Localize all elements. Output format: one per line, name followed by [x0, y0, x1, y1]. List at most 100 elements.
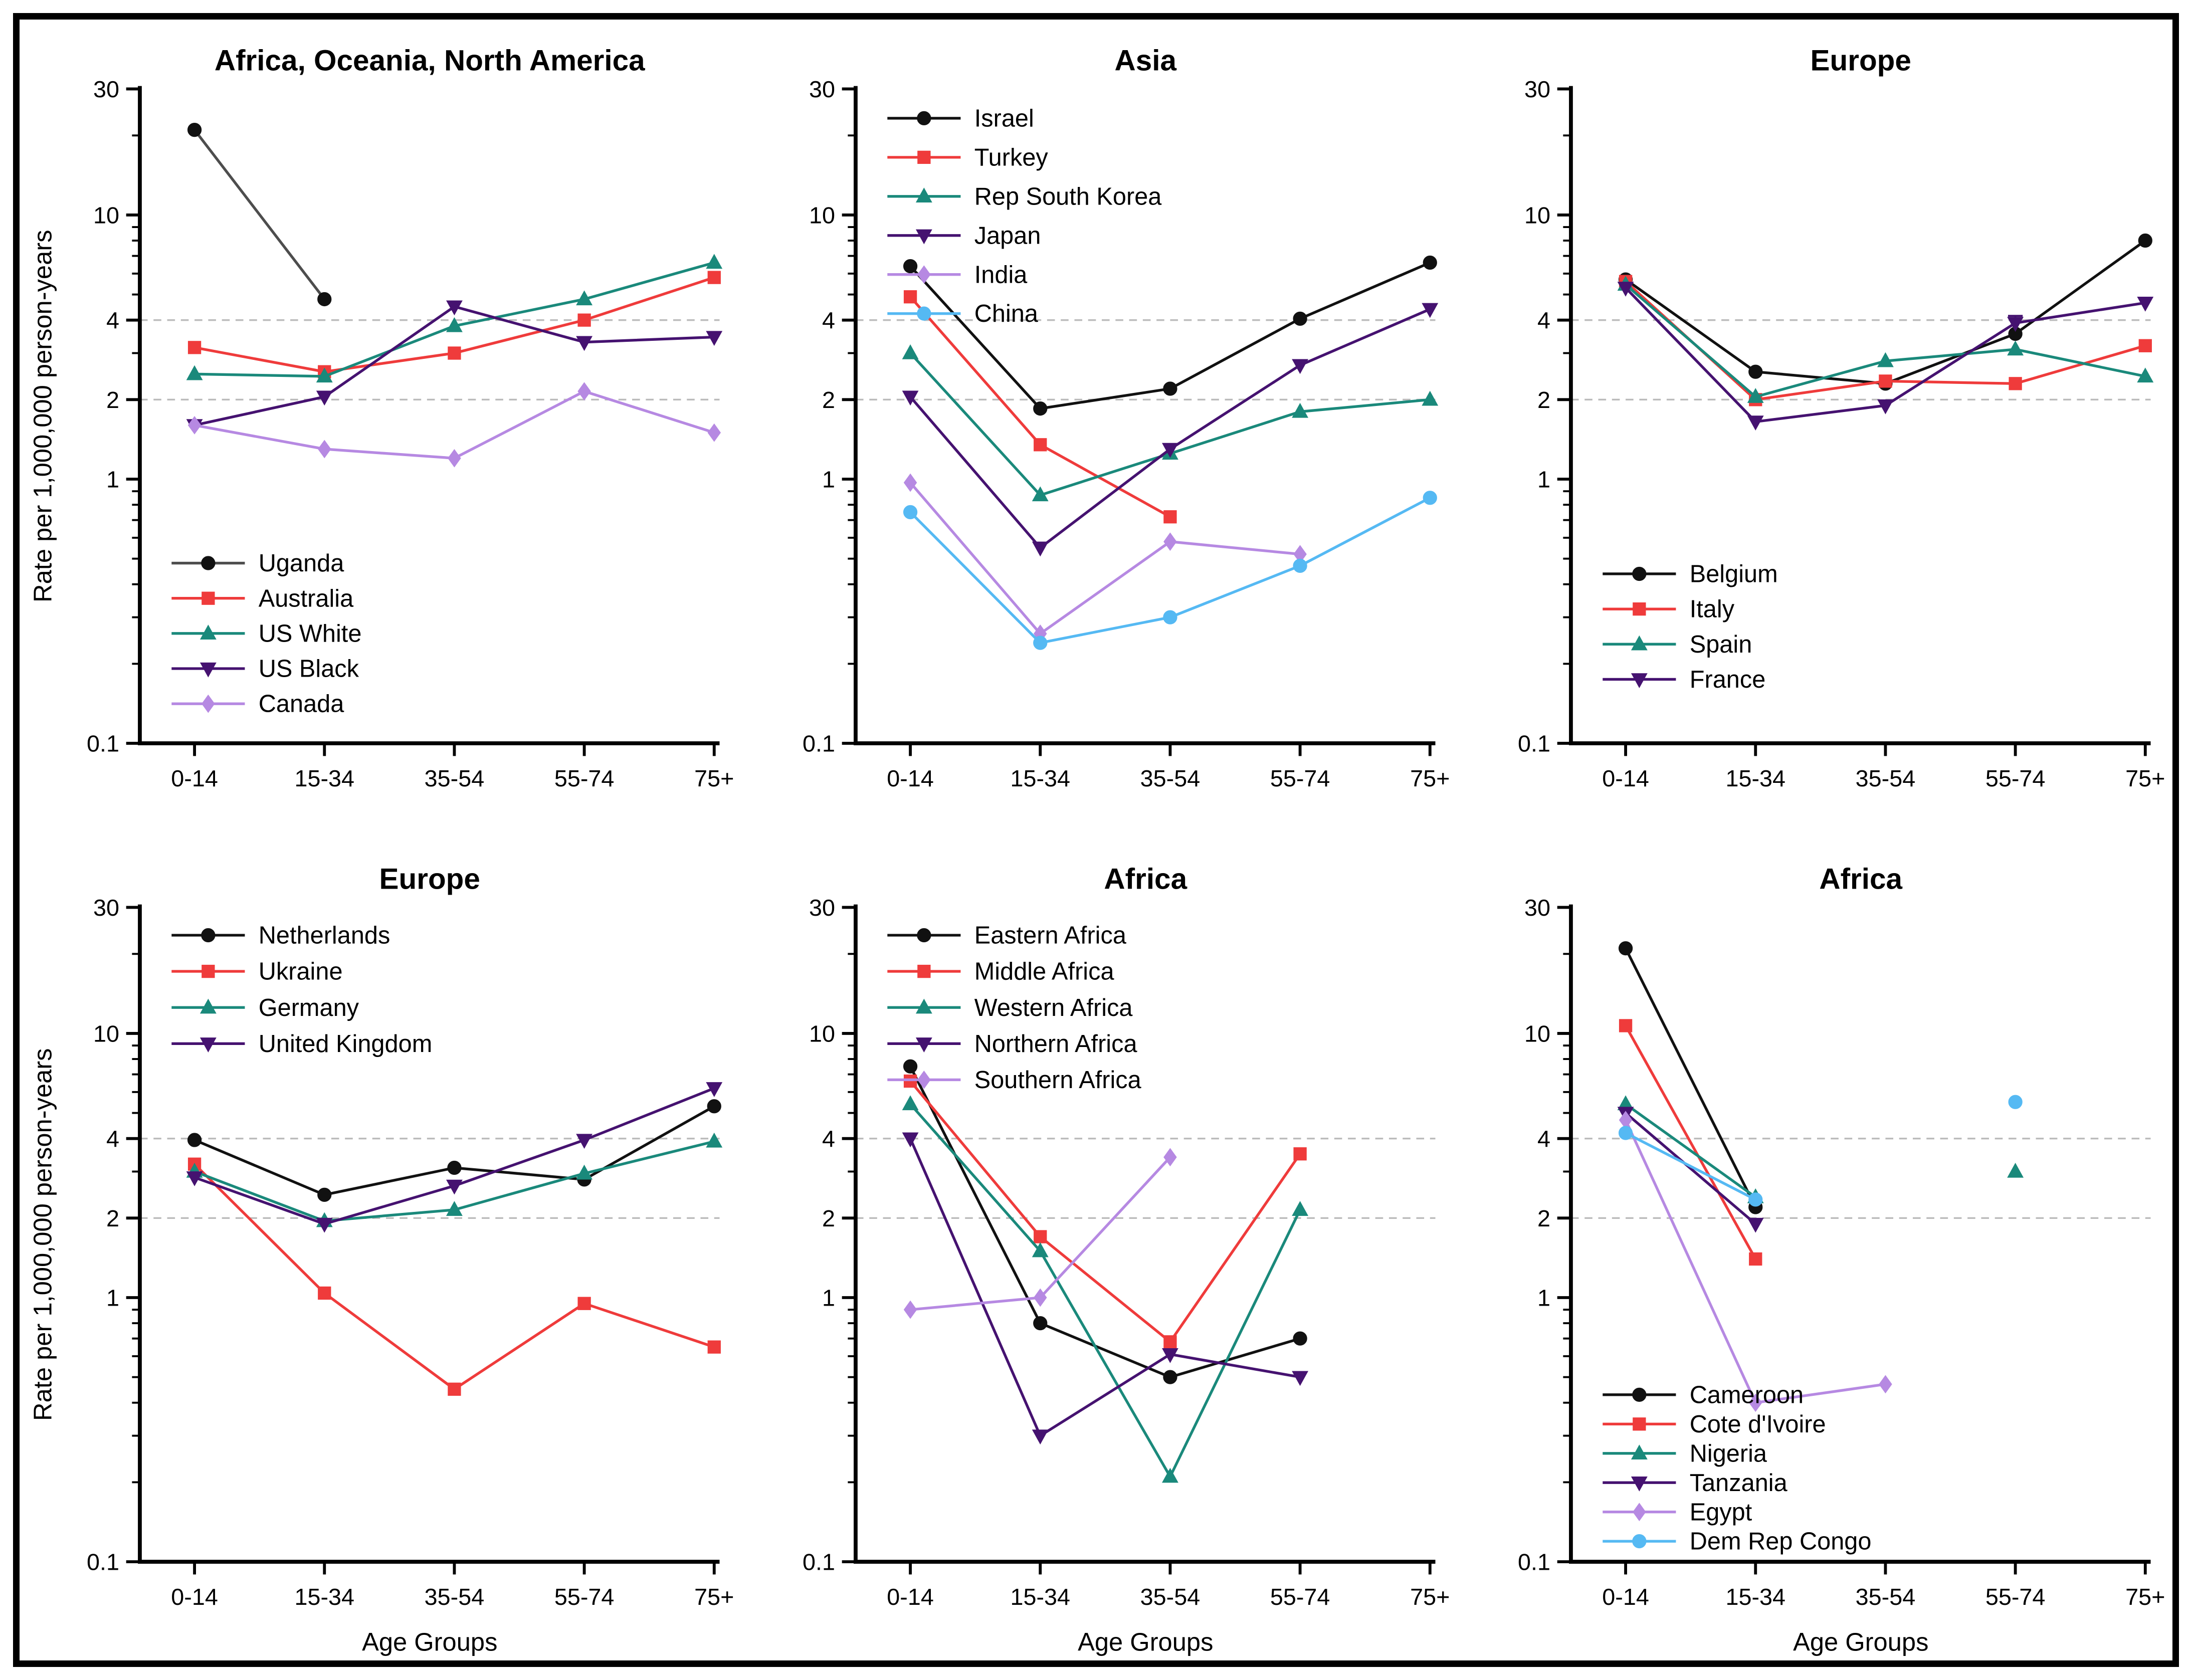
- circle-marker: [447, 1160, 462, 1175]
- triangle-down-marker: [2007, 317, 2024, 332]
- diamond-marker: [1749, 1393, 1762, 1412]
- series-dem-rep-congo: [1619, 1095, 2023, 1207]
- legend-item-northern-africa: Northern Africa: [887, 1030, 1137, 1058]
- x-tick-label: 0-14: [887, 765, 934, 791]
- legend-label: Spain: [1690, 631, 1752, 658]
- legend-item-united-kingdom: United Kingdom: [171, 1030, 432, 1058]
- legend-item-netherlands: Netherlands: [171, 922, 390, 949]
- panel-europe-1: 0.1 1 2 4 10 30 0-14 15-34 35-54 55-74 75+ Europe Be…: [1454, 22, 2169, 840]
- panel-europe-2: 0.1 1 2 4 10 30 0-14 15-34 35-54 55-74 75+ Europe Ra…: [23, 840, 738, 1658]
- x-axis-label: Age Groups: [1793, 1627, 1928, 1656]
- triangle-down-marker: [1422, 303, 1438, 318]
- triangle-down-marker: [1631, 1477, 1648, 1492]
- y-tick-label: 4: [822, 307, 835, 333]
- legend-item-dem-rep-congo: Dem Rep Congo: [1603, 1528, 1872, 1555]
- legend-item-ukraine: Ukraine: [171, 958, 343, 985]
- y-tick-label: 4: [822, 1126, 835, 1152]
- legend-label: Middle Africa: [974, 958, 1114, 985]
- series-australia: [187, 271, 721, 378]
- triangle-down-marker: [446, 300, 463, 316]
- legend-item-tanzania: Tanzania: [1603, 1469, 1788, 1497]
- y-tick-label: 0.1: [1518, 1549, 1550, 1575]
- triangle-up-marker: [1291, 1201, 1308, 1216]
- legend-item-italy: Italy: [1603, 596, 1735, 623]
- series-line: [1625, 1112, 1757, 1225]
- panel-title: Europe: [379, 863, 480, 895]
- x-tick-label: 55-74: [1270, 1584, 1330, 1610]
- square-marker: [2138, 339, 2152, 352]
- y-tick-label: 2: [1537, 387, 1550, 413]
- panel-grid: 0.1 1 2 4 10 30 0-14 15-34 35-54 55-74 75+ Africa, …: [23, 22, 2169, 1658]
- legend-label: Southern Africa: [974, 1067, 1141, 1094]
- triangle-up-marker: [576, 1164, 593, 1180]
- x-tick-label: 75+: [1410, 765, 1450, 791]
- series-france: [1618, 282, 2154, 431]
- x-tick-label: 0-14: [887, 1584, 934, 1610]
- y-tick-label: 10: [93, 202, 119, 229]
- triangle-down-marker: [446, 1179, 463, 1195]
- series-line: [909, 1103, 1301, 1478]
- legend-label: Northern Africa: [974, 1030, 1137, 1058]
- circle-marker: [903, 1059, 917, 1074]
- triangle-down-marker: [706, 331, 723, 346]
- triangle-down-marker: [2137, 297, 2154, 312]
- y-tick-label: 2: [822, 387, 835, 413]
- y-tick-label: 0.1: [87, 731, 119, 757]
- y-tick-label: 30: [809, 895, 835, 921]
- circle-marker: [1423, 255, 1437, 270]
- x-tick-label: 55-74: [1270, 765, 1330, 791]
- legend-item-eastern-africa: Eastern Africa: [887, 922, 1126, 949]
- legend-item-nigeria: Nigeria: [1603, 1440, 1767, 1467]
- panel-0-chart: 0.1 1 2 4 10 30 0-14 15-34 35-54 55-74 75+ Africa, …: [29, 44, 734, 791]
- legend-label: Western Africa: [974, 994, 1133, 1021]
- circle-marker: [903, 259, 917, 274]
- legend-item-us-black: US Black: [171, 656, 359, 683]
- triangle-up-marker: [2007, 340, 2024, 356]
- x-tick-label: 75+: [694, 1584, 734, 1610]
- triangle-down-marker: [186, 1171, 203, 1186]
- legend-label: Cameroon: [1690, 1381, 1804, 1408]
- legend-label: France: [1690, 666, 1766, 693]
- series-india: [903, 473, 1307, 643]
- legend-item-japan: Japan: [887, 222, 1041, 249]
- triangle-down-marker: [902, 390, 919, 406]
- series-nigeria: [1618, 1095, 2024, 1203]
- legend-label: Netherlands: [259, 922, 390, 949]
- circle-marker: [2008, 1095, 2023, 1109]
- square-marker: [917, 964, 931, 978]
- triangle-up-marker: [446, 317, 463, 332]
- y-tick-label: 30: [93, 895, 119, 921]
- x-tick-label: 35-54: [425, 765, 485, 791]
- y-tick-label: 10: [93, 1021, 119, 1047]
- circle-marker: [187, 122, 202, 137]
- triangle-up-marker: [915, 187, 932, 202]
- y-tick-label: 1: [106, 467, 119, 493]
- square-marker: [1879, 374, 1892, 388]
- x-tick-label: 55-74: [1985, 765, 2046, 791]
- legend-item-western-africa: Western Africa: [887, 994, 1133, 1021]
- triangle-down-marker: [576, 336, 593, 351]
- y-tick-label: 2: [1537, 1205, 1550, 1231]
- series-line: [909, 1080, 1301, 1343]
- panel-africa-regions: 0.1 1 2 4 10 30 0-14 15-34 35-54 55-74 75+ Africa Ag…: [738, 840, 1454, 1658]
- triangle-up-marker: [1161, 1467, 1178, 1483]
- y-tick-label: 1: [106, 1285, 119, 1311]
- legend-label: US White: [259, 620, 362, 647]
- legend-item-turkey: Turkey: [887, 144, 1048, 171]
- triangle-down-marker: [1877, 399, 1894, 414]
- series-canada: [187, 382, 721, 468]
- square-marker: [2009, 377, 2023, 390]
- legend: Netherlands Ukraine Germany United Kingdom: [171, 922, 432, 1058]
- diamond-marker: [448, 449, 461, 468]
- triangle-down-marker: [1161, 443, 1178, 458]
- triangle-up-marker: [200, 998, 217, 1014]
- series-eastern-africa: [903, 1059, 1307, 1384]
- series-cote-d-ivoire: [1619, 1019, 1762, 1266]
- triangle-down-marker: [1032, 541, 1049, 557]
- panel-title: Africa: [1104, 863, 1187, 895]
- circle-marker: [1293, 1331, 1307, 1346]
- square-marker: [707, 271, 721, 284]
- x-tick-label: 15-34: [1010, 765, 1070, 791]
- legend-item-middle-africa: Middle Africa: [887, 958, 1114, 985]
